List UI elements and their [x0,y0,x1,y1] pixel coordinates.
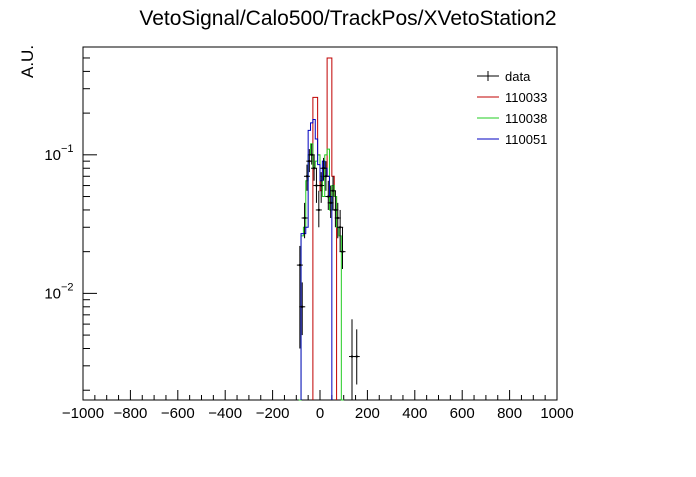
data-marker [298,263,302,267]
data-marker [303,216,306,220]
x-tick-label: −800 [114,405,148,422]
data-marker [341,250,344,253]
legend-entry-data: data [477,69,531,84]
data-point [296,245,303,349]
data-marker [327,195,330,198]
data-marker [336,216,339,220]
data-marker [331,189,335,192]
y-axis-label: A.U. [18,45,37,78]
y-tick-exponent: −2 [61,281,74,293]
legend: data 110033 110038 110051 [477,69,547,147]
chart-title: VetoSignal/Calo500/TrackPos/XVetoStation… [139,7,556,30]
data-marker [308,159,311,163]
y-axis: 10−110−2 [44,57,97,391]
x-tick-label: 200 [355,405,380,422]
x-tick-label: −1000 [62,405,104,422]
data-marker [310,153,313,157]
data-point [348,319,355,400]
data-marker [338,226,342,229]
data-point [299,282,306,336]
data-point [353,329,360,385]
data-marker [322,167,325,170]
series-110051-line [300,118,333,400]
data-marker [317,208,321,212]
data-point [322,161,329,191]
data-marker [315,184,318,187]
data-marker [350,355,354,358]
x-tick-label: 600 [450,405,475,422]
data-marker [301,305,304,309]
x-tick-label: −200 [256,405,290,422]
y-tick-label: 10 [44,147,61,164]
data-points-layer [296,143,360,400]
x-axis: −1000 −800 −600 −400 −200 0 200 400 600 800 1000 [62,390,574,422]
plot-frame [82,46,558,401]
legend-label: 110051 [505,132,547,147]
data-marker [355,355,358,358]
data-marker [324,175,328,178]
y-tick-label: 10 [44,285,61,302]
data-point [318,172,325,203]
data-point [301,202,308,239]
data-point [320,157,327,181]
x-tick-label: −400 [208,405,242,422]
data-marker [319,184,323,187]
series-layer [298,57,344,401]
data-point [339,227,346,269]
data-marker [329,201,332,205]
data-marker [334,208,337,212]
data-point [303,164,310,191]
x-tick-label: 0 [316,405,324,422]
legend-label: 110038 [505,111,547,126]
legend-entry-110033: 110033 [477,90,547,105]
data-marker [312,167,316,170]
legend-entry-110038: 110038 [477,111,547,126]
legend-label: 110033 [505,90,547,105]
legend-entry-110051: 110051 [477,132,547,147]
data-point [315,190,322,228]
x-tick-label: 800 [497,405,522,422]
y-tick-exponent: −1 [61,143,74,155]
series-110033-line [312,57,338,400]
x-tick-label: 400 [402,405,427,422]
legend-label: data [505,69,531,84]
data-marker [305,175,309,178]
x-tick-label: −600 [161,405,195,422]
x-tick-label: 1000 [540,405,573,422]
